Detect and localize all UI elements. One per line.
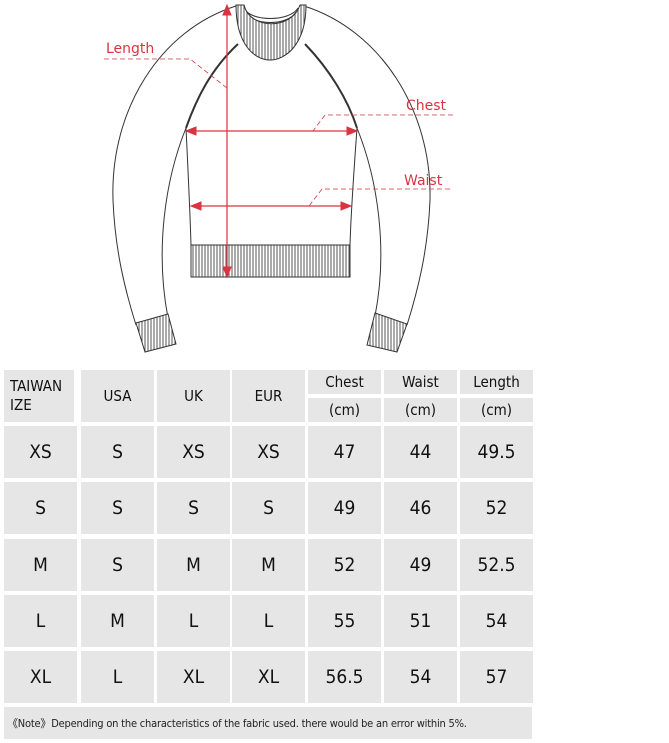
table-cell: 55 bbox=[308, 595, 381, 647]
table-cell: S bbox=[4, 482, 77, 534]
table-cell: XL bbox=[4, 651, 77, 703]
table-cell: S bbox=[232, 482, 305, 534]
table-cell: S bbox=[81, 482, 154, 534]
waist-label: Waist bbox=[404, 173, 443, 189]
table-cell: S bbox=[81, 539, 154, 591]
column-header: UK bbox=[157, 370, 230, 422]
table-cell: M bbox=[81, 595, 154, 647]
table-cell: 54 bbox=[384, 651, 457, 703]
length-label: Length bbox=[106, 41, 154, 57]
table-cell: 52 bbox=[308, 539, 381, 591]
table-cell: 49.5 bbox=[460, 426, 533, 478]
table-cell: S bbox=[157, 482, 230, 534]
column-unit: (cm) bbox=[460, 398, 533, 422]
table-cell: 52 bbox=[460, 482, 533, 534]
table-cell: 49 bbox=[308, 482, 381, 534]
table-cell: 56.5 bbox=[308, 651, 381, 703]
table-cell: M bbox=[157, 539, 230, 591]
table-cell: S bbox=[81, 426, 154, 478]
chest-label: Chest bbox=[406, 98, 447, 114]
table-cell: M bbox=[232, 539, 305, 591]
column-header: Chest bbox=[308, 370, 381, 394]
measurement-guides bbox=[104, 3, 453, 279]
ribbing bbox=[135, 4, 408, 353]
table-cell: 51 bbox=[384, 595, 457, 647]
table-cell: M bbox=[4, 539, 77, 591]
table-cell: 54 bbox=[460, 595, 533, 647]
column-unit: (cm) bbox=[308, 398, 381, 422]
column-header: Length bbox=[460, 370, 533, 394]
column-header: USA bbox=[81, 370, 154, 422]
table-cell: 57 bbox=[460, 651, 533, 703]
table-cell: L bbox=[157, 595, 230, 647]
column-header: Waist bbox=[384, 370, 457, 394]
table-cell: 49 bbox=[384, 539, 457, 591]
column-unit: (cm) bbox=[384, 398, 457, 422]
table-cell: L bbox=[81, 651, 154, 703]
table-cell: 52.5 bbox=[460, 539, 533, 591]
table-cell: 47 bbox=[308, 426, 381, 478]
column-header: EUR bbox=[232, 370, 305, 422]
table-cell: XS bbox=[157, 426, 230, 478]
table-cell: 46 bbox=[384, 482, 457, 534]
table-cell: XL bbox=[157, 651, 230, 703]
table-cell: 44 bbox=[384, 426, 457, 478]
table-cell: XS bbox=[4, 426, 77, 478]
table-cell: XL bbox=[232, 651, 305, 703]
size-note: 《Note》Depending on the characteristics o… bbox=[4, 707, 532, 739]
table-cell: L bbox=[4, 595, 77, 647]
table-cell: L bbox=[232, 595, 305, 647]
column-header: TAIWAN IZE bbox=[4, 370, 74, 422]
table-cell: XS bbox=[232, 426, 305, 478]
sweater-measurement-diagram: Length Chest Waist bbox=[104, 3, 453, 353]
